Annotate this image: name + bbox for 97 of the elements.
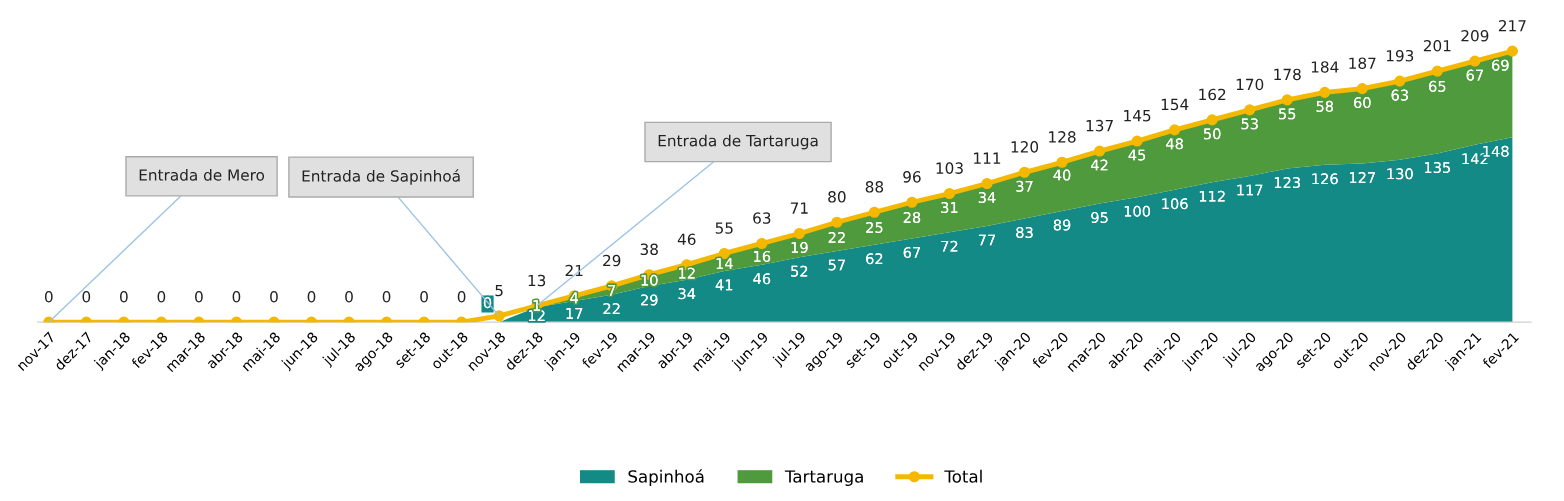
data-label: 29 xyxy=(603,254,621,267)
legend-label: Sapinhoá xyxy=(628,469,704,486)
data-label: 0 xyxy=(483,297,492,309)
data-label: 0 xyxy=(82,290,91,303)
data-label: 63 xyxy=(753,212,771,224)
data-label: 63 xyxy=(1391,89,1408,101)
data-label: 0 xyxy=(345,290,353,303)
data-label: 38 xyxy=(640,243,658,256)
data-label: 29 xyxy=(641,294,658,306)
data-label: 60 xyxy=(1354,97,1371,109)
data-label: 0 xyxy=(457,290,466,303)
data-label: 57 xyxy=(828,259,845,271)
data-label: 12 xyxy=(679,267,695,279)
data-label: 13 xyxy=(528,274,546,287)
data-label: 130 xyxy=(1387,168,1413,180)
data-label: 126 xyxy=(1312,173,1338,185)
data-label: 77 xyxy=(978,234,996,246)
data-label: 0 xyxy=(157,290,166,303)
data-label: 34 xyxy=(678,288,696,300)
data-label: 50 xyxy=(1204,128,1221,140)
data-label: 69 xyxy=(1492,59,1509,71)
data-label: 209 xyxy=(1461,29,1489,42)
data-label: 96 xyxy=(903,171,921,183)
data-label: 178 xyxy=(1274,68,1301,81)
data-label: 112 xyxy=(1199,190,1225,202)
data-label: 135 xyxy=(1425,162,1450,174)
data-label: 17 xyxy=(566,308,583,319)
data-label: 0 xyxy=(420,290,428,303)
data-label: 127 xyxy=(1349,172,1375,183)
data-label: 45 xyxy=(1128,149,1146,161)
data-label: 123 xyxy=(1274,177,1300,189)
annotation: Entrada de Tartaruga xyxy=(658,134,818,150)
data-label: 193 xyxy=(1386,49,1414,62)
data-label: 0 xyxy=(195,290,203,303)
data-label: 37 xyxy=(1016,180,1033,192)
data-label: 22 xyxy=(828,231,845,243)
data-label: 95 xyxy=(1091,211,1108,224)
data-label: 83 xyxy=(1016,226,1033,238)
data-label: 62 xyxy=(866,253,883,265)
data-label: 52 xyxy=(791,265,808,277)
annotation: Entrada de Mero xyxy=(139,168,265,181)
legend-label: Total xyxy=(944,469,982,483)
data-label: 106 xyxy=(1162,198,1188,210)
data-label: 65 xyxy=(1429,80,1446,92)
data-label: 0 xyxy=(120,290,128,303)
data-label: 16 xyxy=(754,250,771,262)
data-label: 31 xyxy=(941,201,958,214)
data-label: 72 xyxy=(941,240,958,252)
data-label: 67 xyxy=(903,246,920,258)
data-label: 48 xyxy=(1166,138,1183,150)
data-label: 80 xyxy=(828,191,846,203)
data-label: 0 xyxy=(270,290,278,303)
data-label: 14 xyxy=(716,258,733,269)
data-label: 21 xyxy=(565,264,583,277)
data-label: 55 xyxy=(1279,108,1296,120)
data-label: 217 xyxy=(1498,19,1526,32)
data-label: 1 xyxy=(533,300,540,311)
data-label: 22 xyxy=(603,303,620,314)
data-label: 46 xyxy=(753,273,771,285)
data-label: 100 xyxy=(1124,205,1151,217)
data-label: 154 xyxy=(1161,98,1189,111)
data-label: 28 xyxy=(903,211,921,224)
data-label: 88 xyxy=(865,181,884,193)
data-label: 25 xyxy=(866,221,883,233)
data-label: 71 xyxy=(790,202,808,214)
data-label: 7 xyxy=(608,285,616,296)
data-label: 111 xyxy=(974,152,1001,164)
data-label: 42 xyxy=(1091,159,1108,171)
data-label: 137 xyxy=(1086,119,1113,132)
data-label: 0 xyxy=(232,290,241,303)
data-label: 67 xyxy=(1466,69,1483,81)
data-label: 0 xyxy=(307,290,316,303)
annotation: Entrada de Sapinhoá xyxy=(302,169,460,185)
data-label: 41 xyxy=(715,279,733,291)
legend-label: Tartaruga xyxy=(784,470,863,486)
data-label: 187 xyxy=(1349,57,1376,69)
data-label: 162 xyxy=(1199,88,1226,101)
data-label: 120 xyxy=(1011,141,1039,153)
data-label: 145 xyxy=(1124,110,1151,122)
data-label: 103 xyxy=(936,162,963,174)
data-label: 19 xyxy=(791,241,808,253)
data-label: 5 xyxy=(495,284,503,297)
data-label: 58 xyxy=(1316,100,1334,112)
data-label: 184 xyxy=(1311,61,1339,73)
data-label: 128 xyxy=(1049,131,1076,143)
data-label: 4 xyxy=(570,292,579,304)
data-label: 55 xyxy=(715,222,733,234)
data-label: 0 xyxy=(44,290,53,303)
data-label: 201 xyxy=(1423,39,1451,52)
data-label: 46 xyxy=(677,233,696,246)
data-label: 40 xyxy=(1053,169,1071,181)
data-label: 53 xyxy=(1241,118,1258,130)
data-label: 34 xyxy=(978,192,996,204)
data-label: 0 xyxy=(382,290,391,303)
data-label: 170 xyxy=(1236,78,1264,91)
data-label: 117 xyxy=(1237,184,1263,196)
data-label: 89 xyxy=(1053,219,1071,231)
